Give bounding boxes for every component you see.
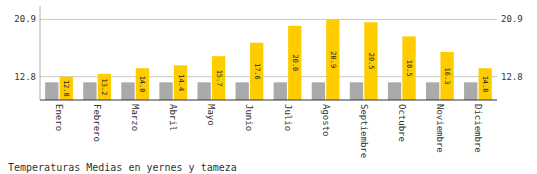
bar <box>440 52 453 100</box>
x-tick-label: Octubre <box>397 104 407 142</box>
bar <box>250 43 263 100</box>
bar <box>136 68 149 100</box>
bar <box>388 82 401 100</box>
y-axis-line <box>40 6 41 100</box>
bar <box>83 82 96 100</box>
x-tick-label: Noviembre <box>435 104 445 153</box>
grid-line <box>40 19 497 20</box>
bar <box>45 82 58 100</box>
y-tick-label: 12.8 <box>501 72 523 82</box>
bar <box>350 82 363 100</box>
y-tick-label: 20.9 <box>501 14 523 24</box>
bar <box>60 77 73 100</box>
bars <box>45 19 492 100</box>
bar <box>212 56 225 100</box>
bar <box>236 82 249 100</box>
x-tick-label: Marzo <box>130 104 140 131</box>
bar <box>426 82 439 100</box>
data-label: 13.2 <box>100 78 108 95</box>
data-label: 17.6 <box>253 63 261 80</box>
data-label: 14.0 <box>138 76 146 93</box>
bar <box>402 36 415 100</box>
x-axis-line <box>40 99 497 100</box>
data-label: 12.8 <box>62 80 70 97</box>
bar <box>197 82 210 100</box>
data-label: 16.3 <box>443 68 451 85</box>
x-tick-label: Enero <box>54 104 64 131</box>
x-tick-label: Junio <box>244 104 254 131</box>
bar <box>274 82 287 100</box>
bar <box>364 22 377 100</box>
bar <box>312 82 325 100</box>
bar <box>326 19 339 100</box>
bar <box>98 74 111 100</box>
x-tick-label: Mayo <box>206 104 216 126</box>
x-tick-label: Febrero <box>92 104 102 142</box>
data-label: 20.0 <box>291 54 299 71</box>
data-label: 20.5 <box>367 53 375 70</box>
data-label: 15.7 <box>215 70 223 87</box>
bar <box>159 82 172 100</box>
title: Temperaturas Medias en yernes y tameza <box>8 162 237 173</box>
data-label: 14.4 <box>177 74 185 91</box>
x-tick-label: Abril <box>168 104 178 131</box>
x-tick-label: Septiembre <box>359 104 369 158</box>
data-label: 20.9 <box>329 51 337 68</box>
bar <box>464 82 477 100</box>
x-tick-label: Diciembre <box>473 104 483 153</box>
y-tick-label: 12.8 <box>14 72 36 82</box>
x-tick-label: Julio <box>283 104 293 131</box>
bar <box>479 68 492 100</box>
data-label: 14.0 <box>481 76 489 93</box>
x-tick-label: Agosto <box>321 104 331 137</box>
chart-svg: 12.8 13.2 14.0 14.4 15.7 17.6 20.0 20.9 20.5 18.5… <box>0 0 537 174</box>
y-tick-label: 20.9 <box>14 14 36 24</box>
data-label: 18.5 <box>405 60 413 77</box>
bar <box>288 26 301 100</box>
bar <box>174 65 187 100</box>
chart-container: 12.8 13.2 14.0 14.4 15.7 17.6 20.0 20.9 20.5 18.5… <box>0 0 537 174</box>
bar <box>121 82 134 100</box>
